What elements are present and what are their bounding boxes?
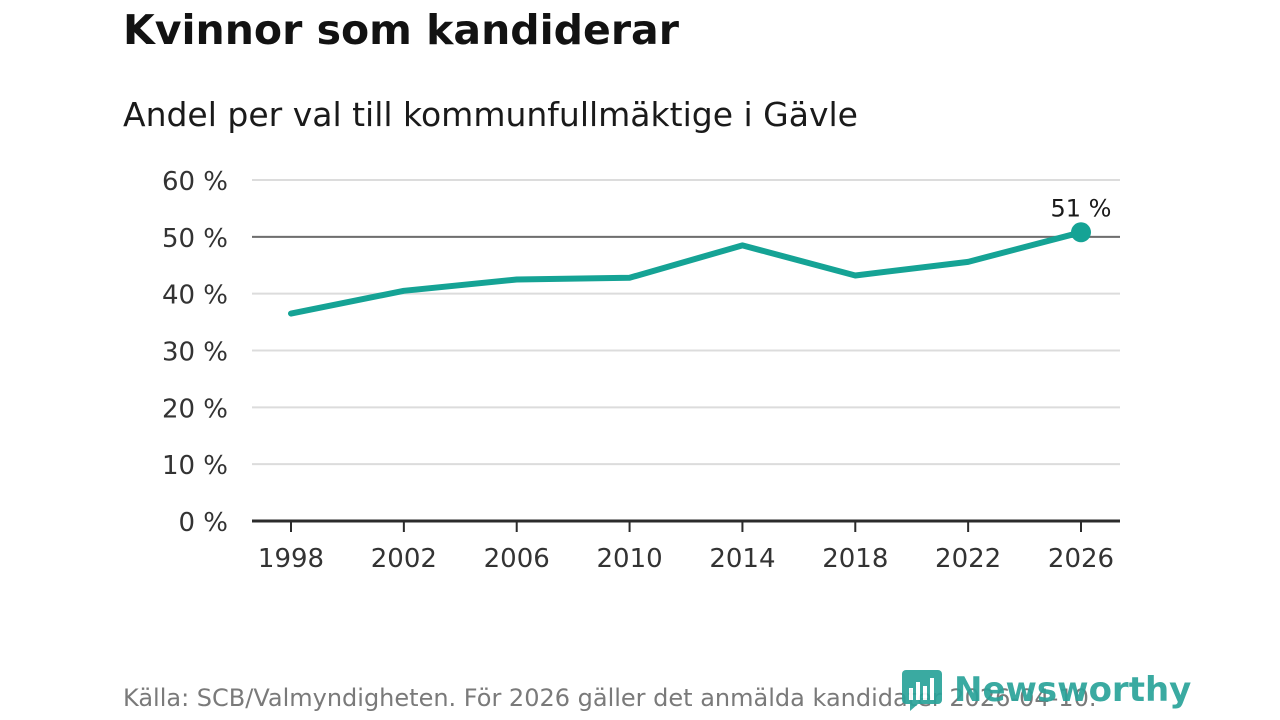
x-tick-label: 2018 [822, 544, 888, 574]
brand-logo: Newsworthy [900, 668, 1191, 712]
y-tick-label: 0 % [178, 508, 228, 538]
x-tick-label: 2026 [1048, 544, 1114, 574]
data-label-layer: 51 % [1051, 194, 1112, 222]
x-axis: 1998 2002 2006 2010 2014 2018 2022 2026 [252, 519, 1120, 574]
y-tick-label: 20 % [162, 394, 228, 424]
data-label: 51 % [1051, 194, 1112, 222]
chart-title: Kvinnor som kandiderar [123, 6, 679, 54]
x-tick-label: 2022 [935, 544, 1001, 574]
y-tick-label: 10 % [162, 451, 228, 481]
x-tick-label: 1998 [258, 544, 324, 574]
series-layer [288, 222, 1091, 317]
y-axis: 0 % 10 % 20 % 30 % 40 % 50 % 60 % [162, 167, 228, 538]
y-tick-label: 60 % [162, 167, 228, 197]
x-tick-label: 2006 [484, 544, 550, 574]
y-tick-label: 50 % [162, 224, 228, 254]
x-tick-label: 2014 [709, 544, 775, 574]
data-point [1071, 222, 1091, 243]
x-tick-label: 2002 [371, 544, 437, 574]
y-tick-label: 40 % [162, 281, 228, 311]
grid-layer [252, 179, 1120, 466]
x-tick-label: 2010 [596, 544, 662, 574]
brand-name: Newsworthy [954, 670, 1192, 710]
newsworthy-logo-icon [902, 670, 942, 711]
chart-subtitle: Andel per val till kommunfullmäktige i G… [123, 95, 858, 134]
y-tick-label: 30 % [162, 338, 228, 368]
series-line [288, 229, 1084, 317]
